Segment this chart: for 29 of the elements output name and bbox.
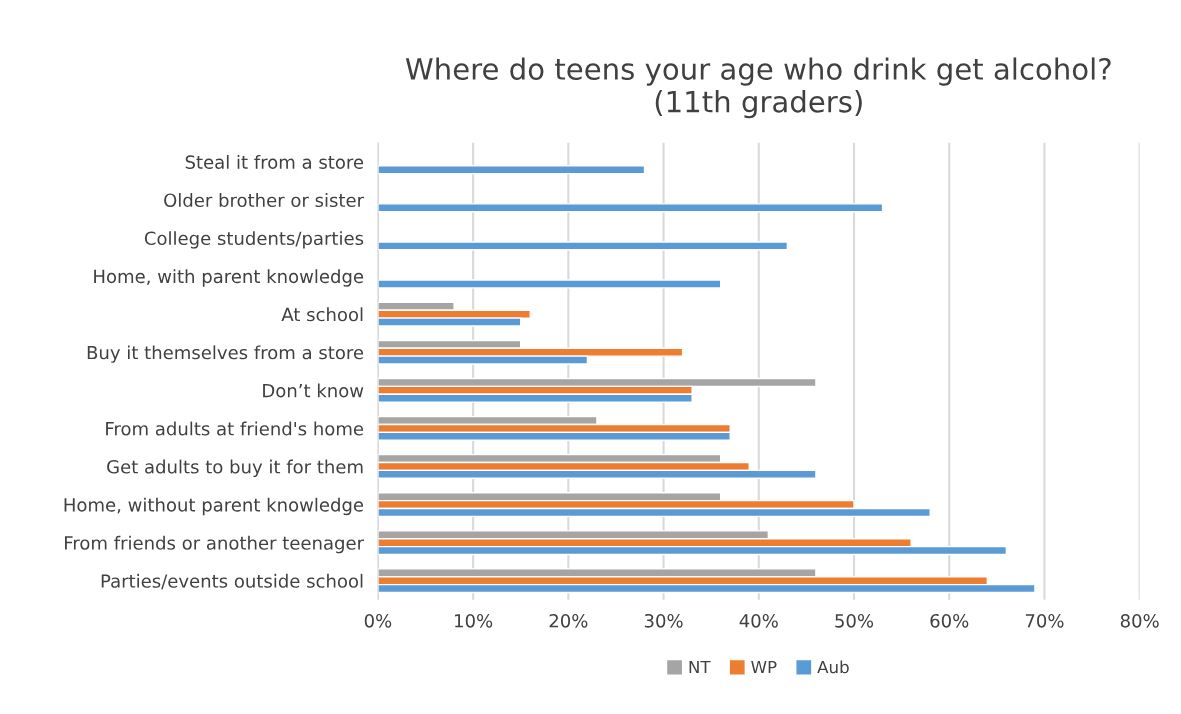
y-tick-label: Buy it themselves from a store xyxy=(87,345,364,363)
legend-label: NT xyxy=(689,660,711,674)
x-tick-label: 60% xyxy=(930,613,969,628)
bar xyxy=(377,279,722,289)
y-tick-label: Older brother or sister xyxy=(164,193,365,208)
y-tick-label: College students/parties xyxy=(144,231,364,249)
y-tick-label: Home, with parent knowledge xyxy=(94,269,364,287)
bar xyxy=(377,165,646,175)
x-tick-label: 50% xyxy=(835,613,874,628)
y-tick-label: From friends or another teenager xyxy=(65,535,365,554)
x-tick-label: 30% xyxy=(644,613,683,628)
x-tick-label: 40% xyxy=(739,613,778,628)
y-tick-label: Parties/events outside school xyxy=(101,573,363,590)
x-tick-label: 0% xyxy=(364,613,392,628)
y-tick-label: At school xyxy=(281,307,363,322)
y-tick-label: From adults at friend's home xyxy=(106,421,364,436)
x-tick-label: 80% xyxy=(1120,613,1159,628)
legend-label: Aub xyxy=(817,660,849,674)
x-tick-label: 10% xyxy=(455,613,493,628)
y-tick-label: Home, without parent knowledge xyxy=(64,497,364,516)
y-tick-label: Don’t know xyxy=(263,383,364,398)
y-tick-label: Get adults to buy it for them xyxy=(107,459,363,478)
x-tick-label: 20% xyxy=(549,613,588,628)
x-tick-label: 70% xyxy=(1025,613,1064,628)
bar xyxy=(377,203,884,213)
bar xyxy=(377,241,789,251)
chart-title: Where do teens your age who drink get alcohol? (11th graders) xyxy=(405,57,1111,119)
y-tick-label: Steal it from a store xyxy=(185,154,364,169)
legend-label: WP xyxy=(751,660,777,674)
